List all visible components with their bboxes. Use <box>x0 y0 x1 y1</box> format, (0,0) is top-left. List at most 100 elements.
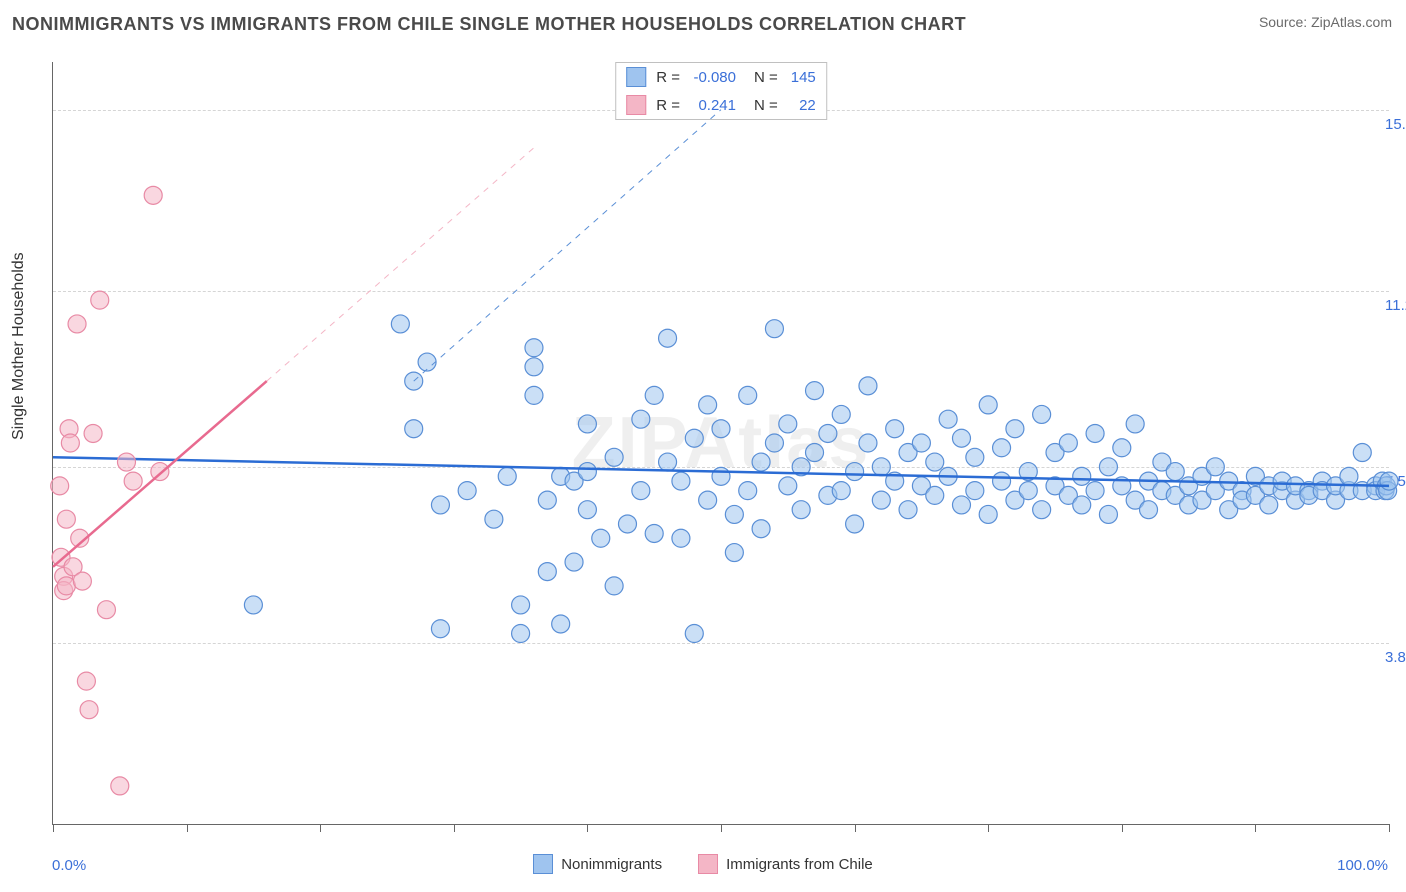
data-point-nonimmigrants <box>512 625 530 643</box>
data-point-nonimmigrants <box>739 386 757 404</box>
data-point-nonimmigrants <box>605 448 623 466</box>
chart-svg <box>53 62 1389 824</box>
data-point-nonimmigrants <box>1086 424 1104 442</box>
data-point-immigrants_chile <box>124 472 142 490</box>
data-point-nonimmigrants <box>578 501 596 519</box>
data-point-nonimmigrants <box>926 453 944 471</box>
data-point-nonimmigrants <box>872 491 890 509</box>
data-point-nonimmigrants <box>1126 415 1144 433</box>
data-point-nonimmigrants <box>605 577 623 595</box>
y-axis-label: Single Mother Households <box>10 252 28 440</box>
data-point-immigrants_chile <box>80 701 98 719</box>
data-point-nonimmigrants <box>659 329 677 347</box>
x-tick <box>1255 824 1256 832</box>
data-point-nonimmigrants <box>645 524 663 542</box>
data-point-nonimmigrants <box>632 410 650 428</box>
data-point-nonimmigrants <box>525 386 543 404</box>
data-point-nonimmigrants <box>926 486 944 504</box>
data-point-nonimmigrants <box>1353 444 1371 462</box>
data-point-immigrants_chile <box>77 672 95 690</box>
data-point-nonimmigrants <box>1073 496 1091 514</box>
data-point-nonimmigrants <box>244 596 262 614</box>
data-point-nonimmigrants <box>1260 496 1278 514</box>
legend-item-nonimmigrants: Nonimmigrants <box>533 854 662 874</box>
data-point-immigrants_chile <box>97 601 115 619</box>
data-point-nonimmigrants <box>458 482 476 500</box>
data-point-nonimmigrants <box>618 515 636 533</box>
x-tick <box>721 824 722 832</box>
plot-area: ZIPAtlas 3.8%7.5%11.2%15.0% R =-0.080N =… <box>52 62 1389 825</box>
data-point-nonimmigrants <box>1166 463 1184 481</box>
data-point-nonimmigrants <box>886 420 904 438</box>
data-point-immigrants_chile <box>57 510 75 528</box>
data-point-nonimmigrants <box>752 453 770 471</box>
data-point-nonimmigrants <box>1033 501 1051 519</box>
data-point-nonimmigrants <box>739 482 757 500</box>
data-point-nonimmigrants <box>792 501 810 519</box>
data-point-nonimmigrants <box>979 505 997 523</box>
x-tick <box>1389 824 1390 832</box>
data-point-nonimmigrants <box>405 420 423 438</box>
data-point-nonimmigrants <box>498 467 516 485</box>
data-point-nonimmigrants <box>979 396 997 414</box>
data-point-immigrants_chile <box>111 777 129 795</box>
data-point-nonimmigrants <box>578 415 596 433</box>
data-point-immigrants_chile <box>57 577 75 595</box>
data-point-nonimmigrants <box>859 434 877 452</box>
x-tick <box>320 824 321 832</box>
data-point-nonimmigrants <box>685 625 703 643</box>
data-point-immigrants_chile <box>91 291 109 309</box>
data-point-nonimmigrants <box>672 472 690 490</box>
data-point-nonimmigrants <box>712 420 730 438</box>
data-point-nonimmigrants <box>1099 505 1117 523</box>
data-point-nonimmigrants <box>1006 420 1024 438</box>
chart-container: NONIMMIGRANTS VS IMMIGRANTS FROM CHILE S… <box>0 0 1406 892</box>
data-point-nonimmigrants <box>1113 439 1131 457</box>
data-point-nonimmigrants <box>966 448 984 466</box>
data-point-nonimmigrants <box>431 496 449 514</box>
x-tick <box>187 824 188 832</box>
data-point-nonimmigrants <box>431 620 449 638</box>
data-point-nonimmigrants <box>538 563 556 581</box>
data-point-nonimmigrants <box>1059 434 1077 452</box>
x-tick <box>1122 824 1123 832</box>
data-point-immigrants_chile <box>117 453 135 471</box>
data-point-immigrants_chile <box>61 434 79 452</box>
data-point-nonimmigrants <box>806 444 824 462</box>
legend-label: Nonimmigrants <box>561 856 662 873</box>
data-point-nonimmigrants <box>699 491 717 509</box>
data-point-nonimmigrants <box>952 429 970 447</box>
data-point-nonimmigrants <box>765 320 783 338</box>
data-point-nonimmigrants <box>966 482 984 500</box>
data-point-nonimmigrants <box>993 439 1011 457</box>
data-point-nonimmigrants <box>859 377 877 395</box>
x-tick <box>587 824 588 832</box>
data-point-nonimmigrants <box>993 472 1011 490</box>
data-point-nonimmigrants <box>1019 482 1037 500</box>
data-point-nonimmigrants <box>565 553 583 571</box>
data-point-nonimmigrants <box>525 358 543 376</box>
data-point-nonimmigrants <box>765 434 783 452</box>
x-tick <box>454 824 455 832</box>
data-point-nonimmigrants <box>846 515 864 533</box>
data-point-nonimmigrants <box>1140 501 1158 519</box>
data-point-nonimmigrants <box>779 477 797 495</box>
data-point-nonimmigrants <box>1033 405 1051 423</box>
data-point-nonimmigrants <box>846 463 864 481</box>
data-point-immigrants_chile <box>144 186 162 204</box>
bottom-legend: NonimmigrantsImmigrants from Chile <box>0 854 1406 878</box>
data-point-nonimmigrants <box>485 510 503 528</box>
data-point-nonimmigrants <box>912 434 930 452</box>
data-point-nonimmigrants <box>391 315 409 333</box>
data-point-immigrants_chile <box>73 572 91 590</box>
data-point-nonimmigrants <box>832 405 850 423</box>
trend-extension-immigrants_chile <box>267 148 534 381</box>
data-point-nonimmigrants <box>659 453 677 471</box>
data-point-nonimmigrants <box>806 382 824 400</box>
data-point-nonimmigrants <box>1073 467 1091 485</box>
chart-source: Source: ZipAtlas.com <box>1259 14 1392 30</box>
data-point-nonimmigrants <box>645 386 663 404</box>
data-point-nonimmigrants <box>1380 472 1398 490</box>
trend-line-immigrants_chile <box>53 381 267 567</box>
data-point-nonimmigrants <box>552 615 570 633</box>
